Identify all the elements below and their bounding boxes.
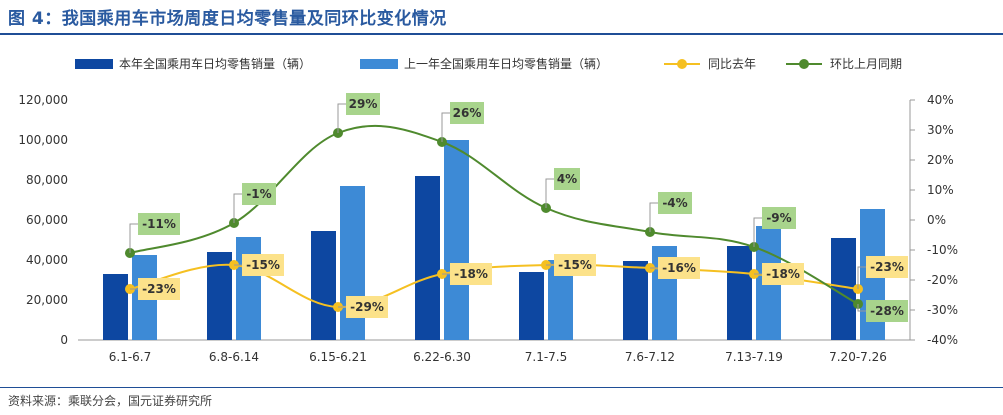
legend-swatch — [360, 59, 398, 69]
mom-data-label-leader — [129, 223, 138, 253]
y-left-tick: 120,000 — [18, 93, 68, 107]
x-tick-label: 6.22-6.30 — [413, 350, 471, 364]
yoy-data-label-box — [866, 256, 908, 278]
x-tick-label: 6.8-6.14 — [209, 350, 259, 364]
chart: 本年全国乘用车日均零售销量（辆） 上一年全国乘用车日均零售销量（辆） 同比去年 环比上… — [18, 56, 958, 364]
x-tick-label: 7.20-7.26 — [829, 350, 887, 364]
yoy-data-label-box — [658, 257, 700, 279]
yoy-data-label: -18% — [454, 267, 488, 281]
y-right-tick: 10% — [927, 183, 954, 197]
chart-title: 图 4：我国乘用车市场周度日均零售量及同环比变化情况 — [8, 9, 447, 29]
x-tick-label: 7.1-7.5 — [525, 350, 568, 364]
mom-data-label-leader — [337, 103, 346, 133]
mom-data-label-box — [762, 207, 796, 229]
mom-data-label-box — [554, 168, 580, 190]
mom-data-label-leader — [649, 202, 658, 232]
bar — [727, 246, 752, 340]
yoy-data-label: -15% — [558, 258, 592, 272]
legend-marker — [677, 59, 687, 69]
bars — [103, 140, 885, 340]
mom-data-label-box — [242, 183, 276, 205]
mom-data-label-box — [658, 192, 692, 214]
yoy-data-label-box — [450, 263, 492, 285]
mom-data-label: 26% — [453, 106, 482, 120]
y-right-tick: 20% — [927, 153, 954, 167]
yoy-data-label: -29% — [350, 300, 384, 314]
x-tick-label: 7.13-7.19 — [725, 350, 783, 364]
mom-data-label: -9% — [766, 211, 791, 225]
yoy-data-label-box — [138, 278, 180, 300]
mom-data-label: -4% — [662, 196, 687, 210]
bar — [623, 261, 648, 340]
y-left-tick: 0 — [60, 333, 68, 347]
bar — [444, 140, 469, 340]
mom-data-label-box — [450, 102, 484, 124]
legend-label: 本年全国乘用车日均零售销量（辆） — [119, 56, 311, 71]
y-right-tick: -20% — [927, 273, 958, 287]
mom-data-label-leader — [441, 112, 450, 142]
mom-data-label: -11% — [142, 217, 176, 231]
source-note: 资料来源：乘联分会，国元证券研究所 — [8, 394, 213, 408]
x-tick-label: 6.15-6.21 — [309, 350, 367, 364]
y-right-tick: 40% — [927, 93, 954, 107]
y-left-tick: 40,000 — [26, 253, 68, 267]
y-left-tick: 100,000 — [18, 133, 68, 147]
mom-data-label: 4% — [557, 172, 577, 186]
mom-data-label-box — [346, 93, 380, 115]
legend-swatch — [75, 59, 113, 69]
y-right-tick: -10% — [927, 243, 958, 257]
yoy-data-label: -18% — [766, 267, 800, 281]
yoy-data-label: -16% — [662, 261, 696, 275]
axes: 0 20,000 40,000 60,000 80,000 100,000 120,000 -… — [18, 93, 958, 364]
legend-label: 同比去年 — [708, 57, 756, 71]
legend: 本年全国乘用车日均零售销量（辆） 上一年全国乘用车日均零售销量（辆） 同比去年 环比上… — [75, 56, 902, 71]
mom-line — [129, 124, 859, 305]
yoy-data-label-leader — [857, 266, 866, 289]
bar — [415, 176, 440, 340]
y-left-tick: 60,000 — [26, 213, 68, 227]
x-tick-label: 6.1-6.7 — [109, 350, 152, 364]
y-right-tick: -30% — [927, 303, 958, 317]
mom-data-label: -28% — [870, 304, 904, 318]
mom-data-label: -1% — [246, 187, 271, 201]
legend-label: 上一年全国乘用车日均零售销量（辆） — [404, 56, 608, 71]
y-right-tick: 30% — [927, 123, 954, 137]
y-right-tick: 0% — [927, 213, 946, 227]
yoy-data-label-box — [554, 254, 596, 276]
mom-data-label-leader — [857, 304, 866, 312]
yoy-data-label-box — [762, 263, 804, 285]
bar — [236, 237, 261, 340]
yoy-data-label: -15% — [246, 258, 280, 272]
mom-data-label-leader — [753, 217, 762, 247]
y-right-tick: -40% — [927, 333, 958, 347]
mom-data-label: 29% — [349, 97, 378, 111]
yoy-data-label-box — [242, 254, 284, 276]
bar — [103, 274, 128, 340]
mom-data-label-leader — [545, 178, 554, 208]
mom-data-label-box — [866, 300, 908, 322]
lines — [125, 124, 863, 312]
data-labels: -23% -15% -29% -18% -15% -16% -18% -23% -11% -1% 2… — [129, 93, 908, 322]
mom-data-label-leader — [233, 193, 242, 223]
x-tick-label: 7.6-7.12 — [625, 350, 675, 364]
mom-data-label-box — [138, 213, 180, 235]
y-left-tick: 20,000 — [26, 293, 68, 307]
yoy-data-label: -23% — [142, 282, 176, 296]
bar — [311, 231, 336, 340]
yoy-data-label-box — [346, 296, 388, 318]
legend-label: 环比上月同期 — [830, 57, 902, 71]
y-left-tick: 80,000 — [26, 173, 68, 187]
bar — [519, 272, 544, 340]
footer-rule — [0, 387, 1003, 388]
legend-marker — [799, 59, 809, 69]
title-rule — [0, 33, 1003, 35]
yoy-data-label: -23% — [870, 260, 904, 274]
